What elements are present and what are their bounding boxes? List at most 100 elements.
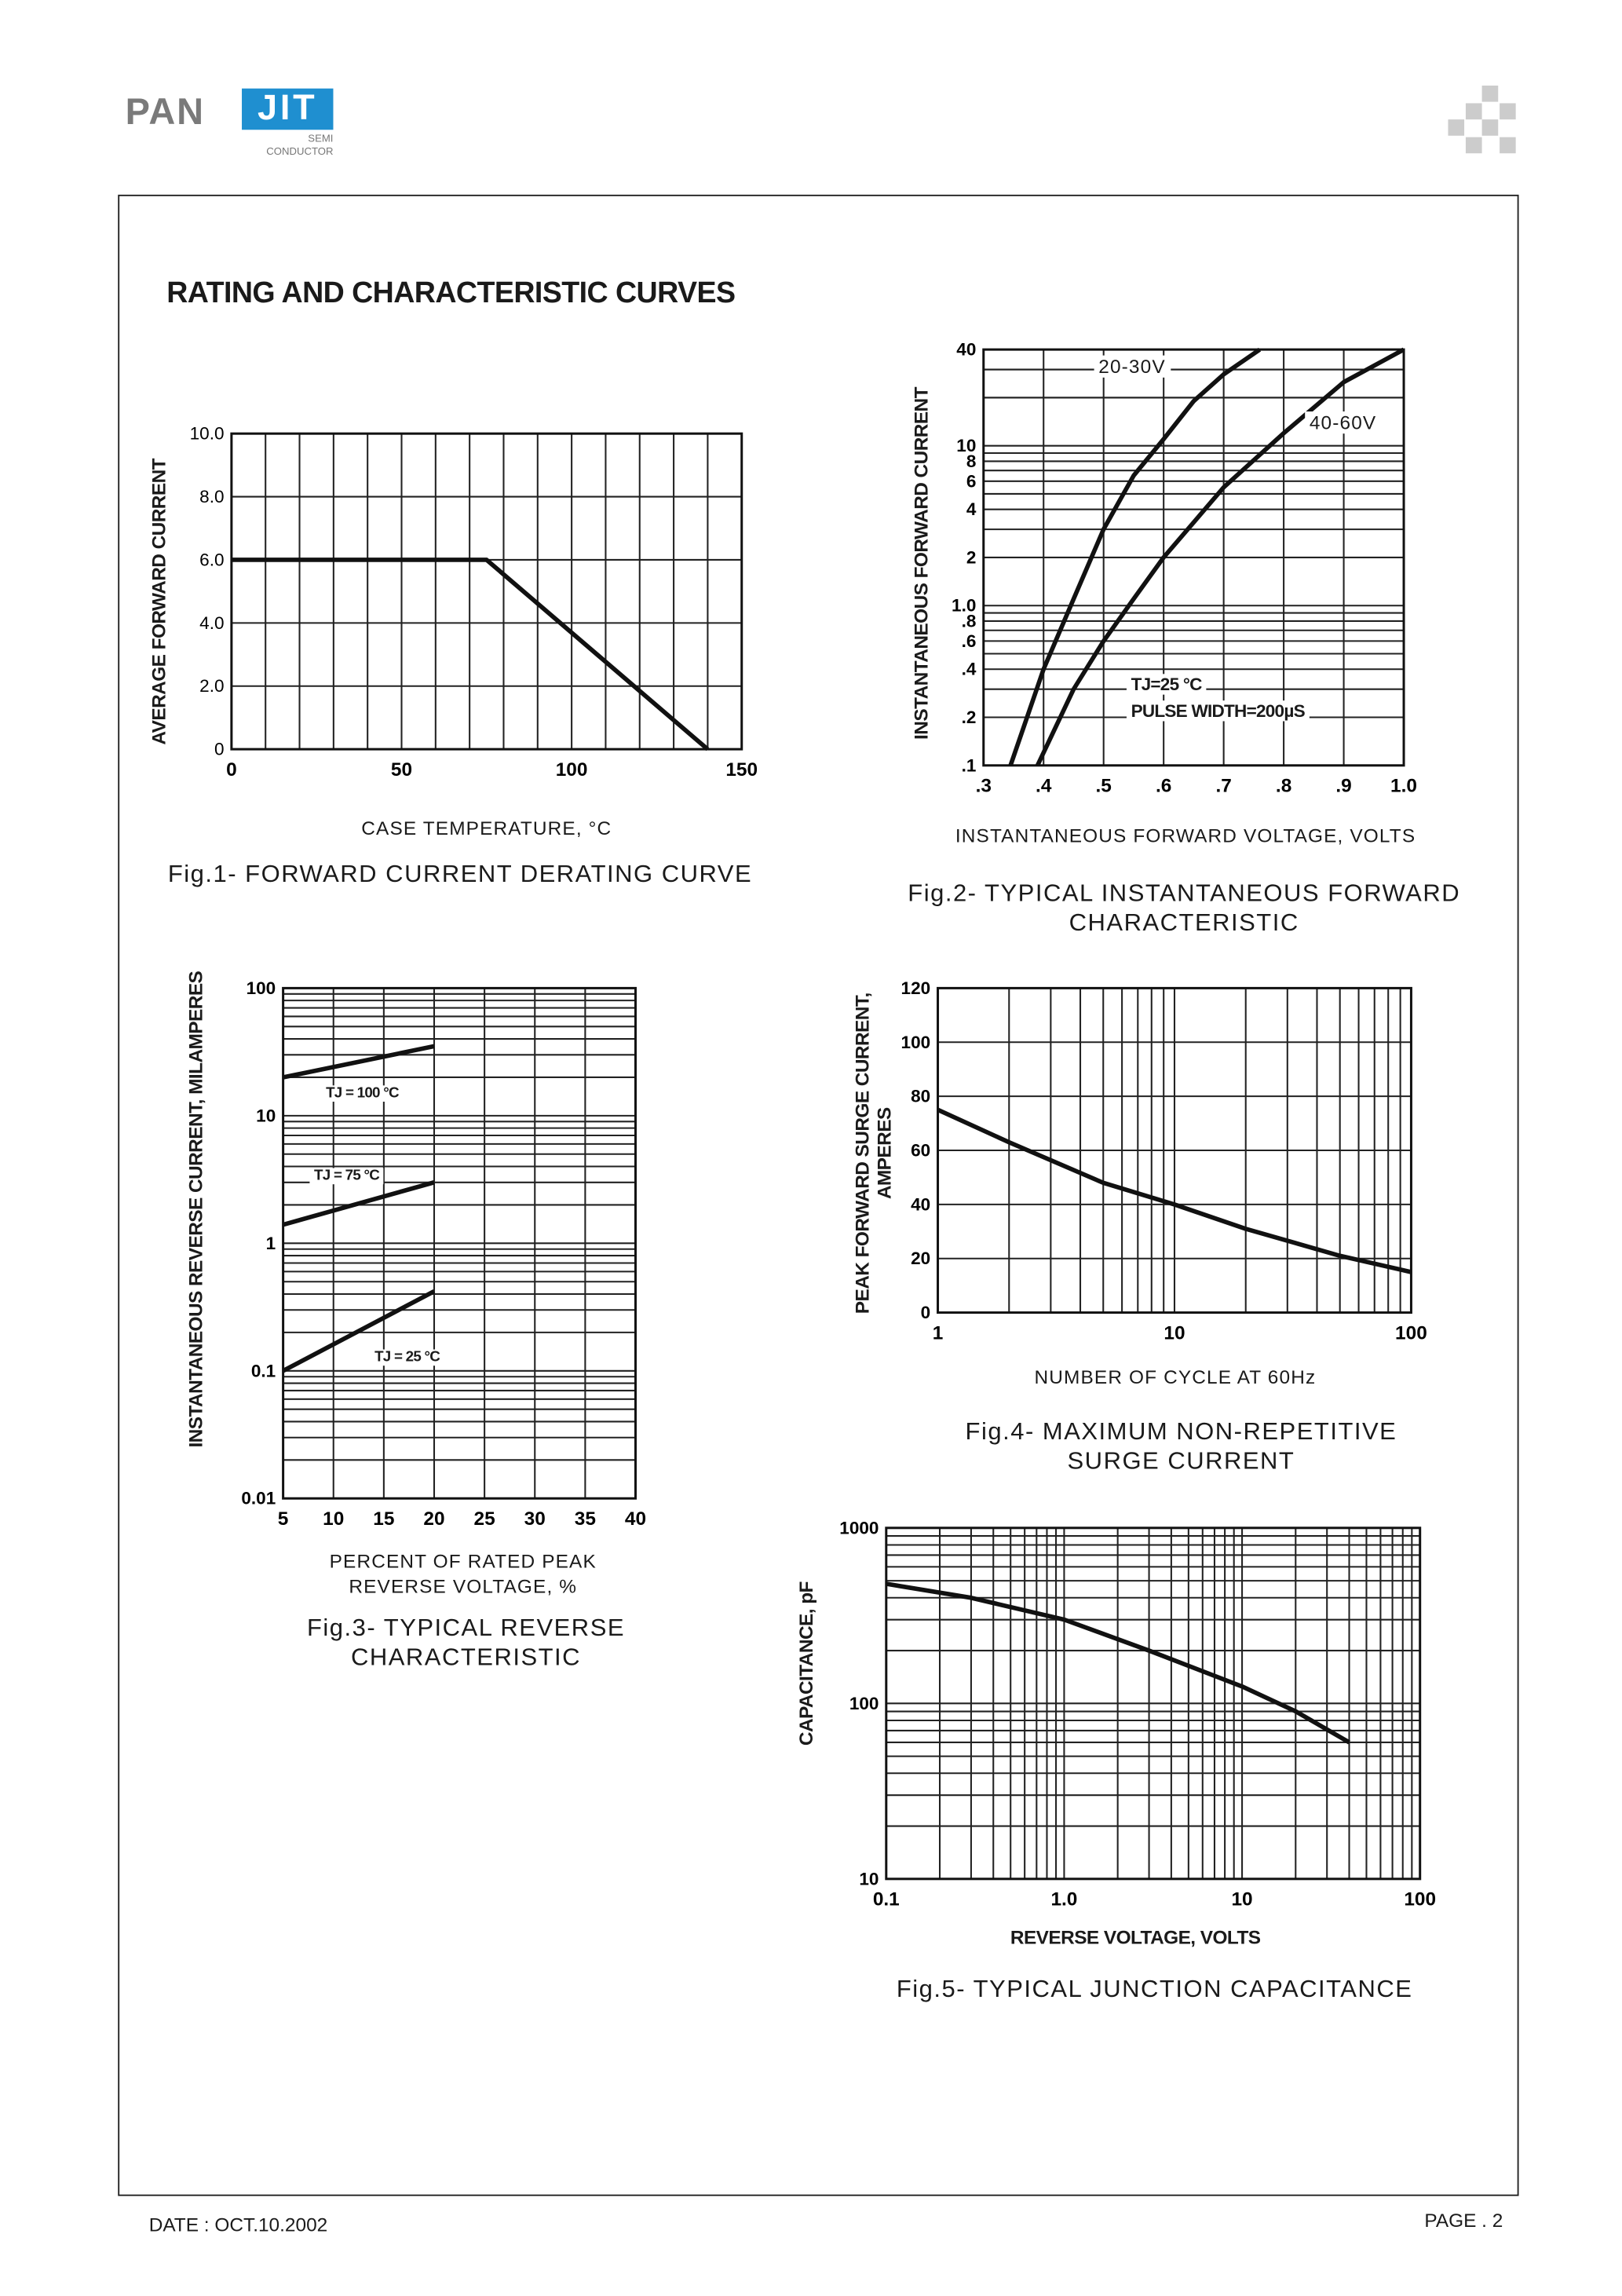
fig2-y-tick-label: 4 bbox=[966, 499, 977, 519]
fig3-x-tick-label: 30 bbox=[524, 1508, 546, 1530]
fig2-y-tick-label: .8 bbox=[962, 611, 977, 631]
fig3-y-tick-label: 0.1 bbox=[251, 1361, 276, 1380]
fig5-series-1-line bbox=[886, 1581, 1350, 1745]
fig3-series-2-line bbox=[282, 1180, 435, 1227]
fig2-x-tick-label: .7 bbox=[1215, 776, 1231, 797]
fig1-plot-border bbox=[230, 432, 743, 751]
fig2-y-tick-label: .6 bbox=[962, 631, 977, 651]
fig1-y-tick-label: 10.0 bbox=[190, 424, 225, 444]
fig4-x-tick-label: 100 bbox=[1395, 1322, 1427, 1344]
fig5-plot-border bbox=[885, 1526, 1422, 1881]
fig1-y-tick-label: 6.0 bbox=[199, 550, 224, 569]
fig4-y-tick-label: 100 bbox=[901, 1033, 931, 1052]
fig1-x-tick-label: 50 bbox=[391, 759, 412, 781]
footer-date: DATE : OCT.10.2002 bbox=[148, 2214, 328, 2236]
fig3-y-tick-label: 10 bbox=[256, 1106, 276, 1125]
fig4-caption-line2: SURGE CURRENT bbox=[1067, 1448, 1295, 1475]
fig3-annotation-75c: TJ = 75 °C bbox=[309, 1168, 384, 1185]
fig2-x-tick-label: 1.0 bbox=[1390, 776, 1417, 797]
fig3-x-tick-label: 35 bbox=[575, 1508, 596, 1530]
fig3-series-1-line bbox=[283, 1044, 435, 1080]
fig3-y-tick-label: 1 bbox=[266, 1234, 276, 1253]
fig2-x-tick-label: .5 bbox=[1096, 776, 1112, 797]
fig5-y-tick-label: 100 bbox=[849, 1694, 879, 1713]
fig3-caption-line2: CHARACTERISTIC bbox=[350, 1644, 582, 1672]
fig2-y-tick-label: .4 bbox=[962, 660, 977, 679]
fig4-caption-line1: Fig.4- MAXIMUM NON-REPETITIVE bbox=[965, 1418, 1397, 1446]
page-title: RATING AND CHARACTERISTIC CURVES bbox=[166, 277, 736, 310]
fig4-plot-border bbox=[937, 986, 1412, 1314]
fig3-y-tick-label: 100 bbox=[247, 978, 276, 998]
fig2-series-1-line bbox=[1008, 347, 1262, 766]
fig1-series-1-line bbox=[231, 558, 710, 751]
fig4-y-tick-label: 20 bbox=[911, 1249, 930, 1268]
fig5-y-tick-label: 1000 bbox=[839, 1518, 879, 1537]
fig4-y-tick-label: 40 bbox=[911, 1194, 930, 1214]
fig2-y-tick-label: .2 bbox=[962, 707, 977, 727]
fig4-y-tick-label: 80 bbox=[911, 1087, 930, 1106]
fig2-x-tick-label: .6 bbox=[1156, 776, 1171, 797]
fig3-x-tick-label: 15 bbox=[373, 1508, 394, 1530]
fig4-series-1-line bbox=[937, 1107, 1412, 1274]
fig2-y-tick-label: 40 bbox=[956, 340, 976, 360]
fig1-caption: Fig.1- FORWARD CURRENT DERATING CURVE bbox=[167, 861, 753, 888]
fig4-ylabel-line2: AMPERES bbox=[872, 1107, 896, 1200]
fig3-y-tick-label: 0.01 bbox=[241, 1489, 276, 1508]
fig2-annotation-40-60v: 40-60V bbox=[1305, 411, 1381, 434]
fig1-ylabel: AVERAGE FORWARD CURRENT bbox=[147, 459, 170, 745]
fig3-x-tick-label: 5 bbox=[278, 1508, 289, 1530]
fig2-plot-border bbox=[982, 348, 1405, 767]
logo-pan: PAN bbox=[125, 91, 205, 133]
fig2-series-2-line bbox=[1035, 347, 1405, 766]
fig2-x-tick-label: .4 bbox=[1036, 776, 1052, 797]
fig2-annotation-pulse: PULSE WIDTH=200µS bbox=[1126, 700, 1310, 722]
fig2-y-tick-label: 10 bbox=[956, 436, 976, 455]
fig3-xlabel-line2: REVERSE VOLTAGE, % bbox=[349, 1574, 578, 1598]
fig2-x-tick-label: .3 bbox=[976, 776, 992, 797]
fig5-caption: Fig.5- TYPICAL JUNCTION CAPACITANCE bbox=[896, 1976, 1413, 2003]
fig2-y-tick-label: 1.0 bbox=[952, 596, 976, 616]
fig2-y-tick-label: .1 bbox=[962, 755, 977, 775]
fig1-y-tick-label: 8.0 bbox=[199, 487, 224, 506]
fig3-annotation-100c: TJ = 100 °C bbox=[321, 1085, 404, 1102]
logo-sub-semi: SEMI bbox=[308, 133, 334, 145]
fig3-x-tick-label: 25 bbox=[474, 1508, 495, 1530]
fig2-xlabel: INSTANTANEOUS FORWARD VOLTAGE, VOLTS bbox=[955, 824, 1416, 847]
fig3-x-tick-label: 10 bbox=[323, 1508, 344, 1530]
fig5-x-tick-label: 1.0 bbox=[1050, 1889, 1077, 1910]
fig1-x-tick-label: 150 bbox=[725, 759, 758, 781]
fig3-xlabel-line1: PERCENT OF RATED PEAK bbox=[329, 1549, 597, 1573]
fig1-xlabel: CASE TEMPERATURE, °C bbox=[361, 817, 612, 839]
fig2-caption-line1: Fig.2- TYPICAL INSTANTANEOUS FORWARD bbox=[908, 880, 1461, 908]
fig2-y-tick-label: 8 bbox=[966, 452, 977, 471]
fig5-x-tick-label: 0.1 bbox=[873, 1889, 900, 1910]
fig3-caption-line1: Fig.3- TYPICAL REVERSE bbox=[306, 1614, 626, 1642]
fig2-y-tick-label: 6 bbox=[966, 471, 977, 491]
logo-sub-conductor: CONDUCTOR bbox=[266, 147, 334, 158]
fig5-x-tick-label: 10 bbox=[1231, 1889, 1252, 1910]
fig3-series-3-line bbox=[282, 1289, 436, 1373]
fig3-plot-border bbox=[282, 986, 637, 1500]
footer-page: PAGE . 2 bbox=[1424, 2209, 1503, 2232]
fig5-x-tick-label: 100 bbox=[1404, 1889, 1436, 1910]
fig1-x-tick-label: 0 bbox=[226, 759, 237, 781]
fig1-y-tick-label: 2.0 bbox=[199, 676, 224, 696]
fig4-ylabel-line1: PEAK FORWARD SURGE CURRENT, bbox=[850, 993, 873, 1314]
fig4-x-tick-label: 1 bbox=[933, 1322, 944, 1344]
fig4-xlabel: NUMBER OF CYCLE AT 60Hz bbox=[1034, 1366, 1317, 1388]
fig4-y-tick-label: 0 bbox=[921, 1303, 931, 1322]
fig2-x-tick-label: .8 bbox=[1276, 776, 1291, 797]
fig3-annotation-25c: TJ = 25 °C bbox=[370, 1349, 444, 1366]
fig2-x-tick-label: .9 bbox=[1335, 776, 1351, 797]
content-frame bbox=[118, 194, 1519, 2196]
fig2-y-tick-label: 2 bbox=[966, 547, 977, 567]
fig2-annotation-tj: TJ=25 °C bbox=[1126, 674, 1207, 695]
fig2-annotation-20-30v: 20-30V bbox=[1094, 355, 1171, 378]
fig3-x-tick-label: 20 bbox=[423, 1508, 444, 1530]
fig1-y-tick-label: 0 bbox=[214, 740, 225, 759]
fig1-x-tick-label: 100 bbox=[556, 759, 588, 781]
fig5-ylabel: CAPACITANCE, pF bbox=[795, 1581, 817, 1746]
fig4-y-tick-label: 60 bbox=[911, 1141, 930, 1161]
